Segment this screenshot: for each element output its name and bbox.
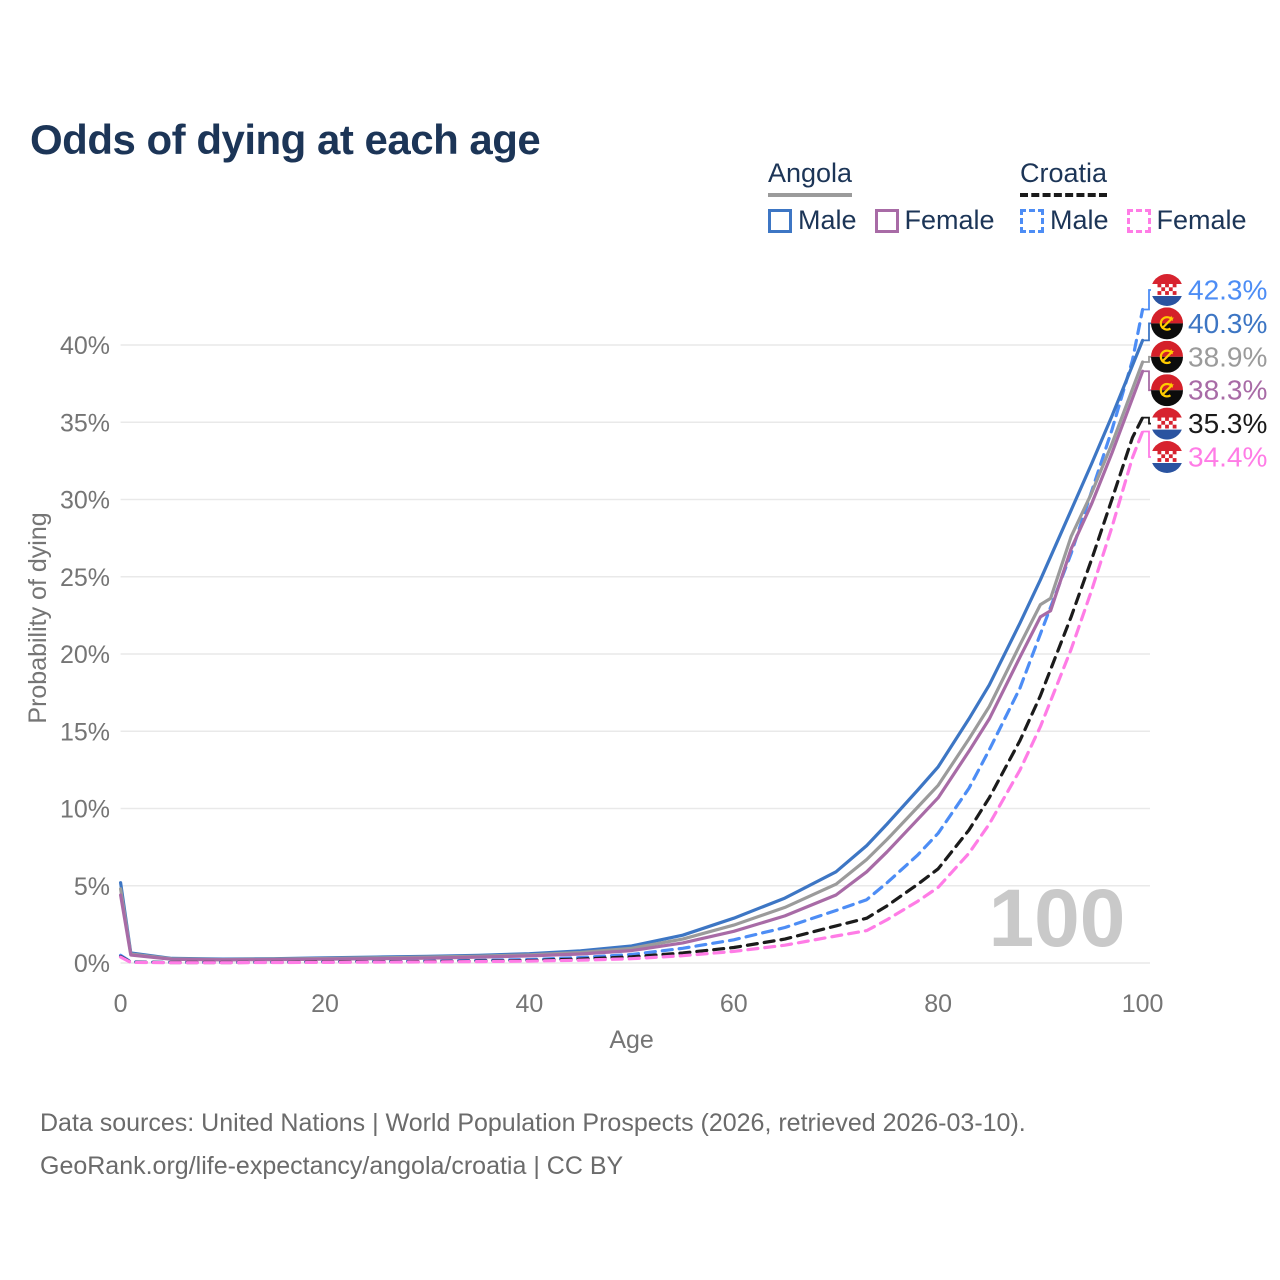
angola-flag-icon	[1151, 374, 1183, 407]
legend-item-label: Male	[1050, 205, 1109, 235]
end-label-angola-both-sexes: 38.9%	[1188, 341, 1267, 372]
angola-flag-icon	[1151, 340, 1183, 373]
page-title: Odds of dying at each age	[30, 116, 541, 164]
legend-group-croatia: Croatia Male Female	[1020, 158, 1247, 236]
x-tick-label-60: 60	[720, 990, 748, 1018]
angola-flag-icon	[1151, 307, 1183, 340]
connector-croatia-both-sexes	[1142, 416, 1151, 425]
legend-item-angola-male[interactable]: Male	[768, 205, 857, 236]
attribution-text: GeoRank.org/life-expectancy/angola/croat…	[40, 1152, 624, 1180]
x-axis-title: Age	[609, 1026, 653, 1054]
croatia-flag-icon	[1151, 274, 1183, 306]
croatia-flag-icon	[1151, 441, 1183, 473]
x-tick-label-0: 0	[114, 990, 128, 1018]
y-tick-label-30: 30%	[60, 487, 110, 515]
line-angola-both-sexes	[119, 360, 1145, 962]
angola-female-swatch-icon	[874, 208, 899, 233]
connector-angola-female	[1142, 370, 1151, 392]
legend-item-label: Female	[904, 205, 995, 235]
line-croatia-male	[119, 307, 1145, 964]
legend-item-label: Male	[798, 205, 857, 235]
croatia-female-swatch-icon	[1126, 208, 1151, 233]
end-label-croatia-male: 42.3%	[1188, 275, 1267, 306]
croatia-male-swatch-icon	[1020, 208, 1044, 233]
legend-group-title-croatia: Croatia	[1020, 158, 1108, 197]
y-tick-label-15: 15%	[60, 718, 110, 746]
connector-croatia-male	[1142, 289, 1151, 311]
y-tick-label-10: 10%	[60, 796, 110, 824]
x-tick-label-40: 40	[515, 990, 543, 1018]
y-tick-label-40: 40%	[60, 332, 110, 360]
connector-angola-both-sexes	[1142, 355, 1151, 363]
legend-item-angola-female[interactable]: Female	[874, 205, 995, 236]
data-sources-text: Data sources: United Nations | World Pop…	[40, 1109, 1026, 1137]
x-tick-label-100: 100	[1122, 990, 1164, 1018]
y-tick-label-25: 25%	[60, 564, 110, 592]
legend-group-title-angola: Angola	[768, 158, 853, 197]
legend-item-croatia-male[interactable]: Male	[1020, 205, 1109, 236]
end-label-croatia-both-sexes: 35.3%	[1188, 408, 1267, 439]
y-axis-title: Probability of dying	[24, 512, 52, 723]
end-label-angola-male: 40.3%	[1188, 308, 1267, 339]
y-tick-label-5: 5%	[74, 873, 110, 901]
y-tick-label-0: 0%	[74, 950, 110, 978]
footer: Data sources: United Nations | World Pop…	[40, 1102, 1026, 1188]
line-croatia-female	[119, 429, 1145, 965]
y-tick-label-35: 35%	[60, 409, 110, 437]
age-watermark: 100	[989, 873, 1126, 964]
line-angola-male	[119, 338, 1145, 961]
connector-angola-male	[1142, 322, 1151, 342]
connector-croatia-female	[1142, 430, 1151, 458]
angola-male-swatch-icon	[768, 208, 792, 233]
x-tick-label-80: 80	[924, 990, 952, 1018]
x-tick-label-20: 20	[311, 990, 339, 1018]
end-label-angola-female: 38.3%	[1188, 375, 1267, 406]
end-label-croatia-female: 34.4%	[1188, 442, 1267, 473]
croatia-flag-icon	[1151, 407, 1183, 440]
legend-item-label: Female	[1156, 205, 1247, 235]
y-tick-label-20: 20%	[60, 641, 110, 669]
legend-group-angola: Angola Male Female	[768, 158, 995, 236]
line-angola-female	[119, 369, 1145, 962]
legend-item-croatia-female[interactable]: Female	[1126, 205, 1247, 236]
